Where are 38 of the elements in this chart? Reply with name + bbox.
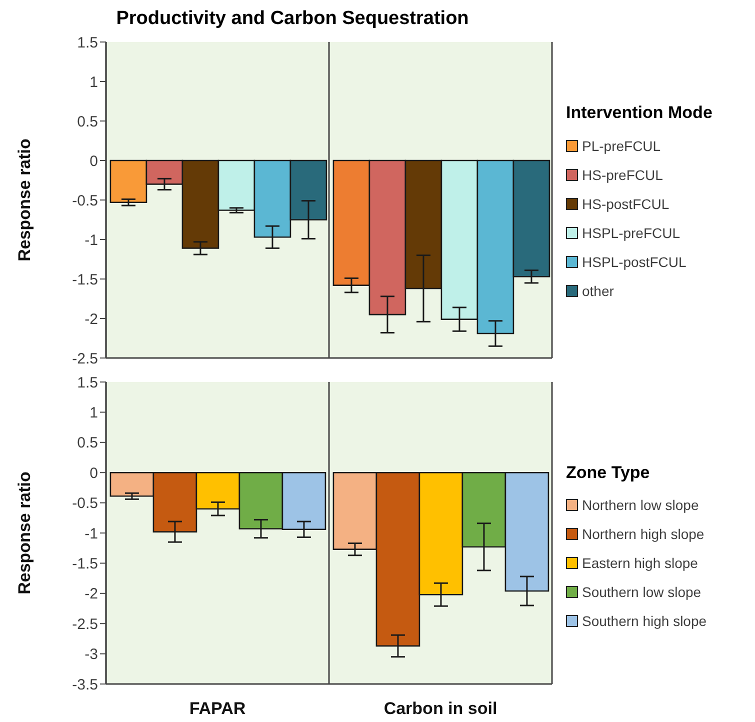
y-tick-label: 1 bbox=[90, 74, 98, 91]
y-tick-label: 0.5 bbox=[77, 434, 98, 452]
chart-title: Productivity and Carbon Sequestration bbox=[115, 8, 470, 31]
y-tick-label: -1.5 bbox=[72, 271, 98, 288]
legend-label: HSPL-preFCUL bbox=[582, 224, 680, 240]
legend-label: Eastern high slope bbox=[582, 555, 698, 571]
legend-title: Intervention Mode bbox=[566, 103, 714, 123]
y-tick-label: -2.5 bbox=[72, 616, 98, 633]
legend-label: Northern high slope bbox=[582, 526, 704, 542]
legend-label: Southern low slope bbox=[582, 584, 702, 600]
y-tick-label: 0.5 bbox=[77, 113, 98, 130]
y-tick-label: 0 bbox=[90, 464, 98, 482]
y-tick-label: -2 bbox=[84, 310, 98, 328]
y-tick-label: 0 bbox=[90, 152, 98, 170]
legend-label: HSPL-postFCUL bbox=[582, 254, 686, 270]
y-tick-label: -3 bbox=[84, 646, 98, 664]
y-tick-label: -3.5 bbox=[72, 676, 98, 694]
y-axis-title: Response ratio bbox=[15, 472, 34, 594]
legend-title: Zone Type bbox=[566, 462, 651, 482]
legend-label: PL-preFCUL bbox=[582, 138, 661, 154]
y-tick-label: -0.5 bbox=[72, 495, 98, 512]
y-tick-label: -1.5 bbox=[72, 556, 98, 573]
y-tick-label: -1 bbox=[84, 525, 98, 542]
y-tick-label: -2.5 bbox=[72, 350, 98, 368]
legend-label: Northern low slope bbox=[582, 497, 699, 513]
x-tick-label: FAPAR bbox=[189, 699, 246, 718]
y-tick-label: -1 bbox=[84, 232, 98, 249]
x-tick-label: Carbon in soil bbox=[384, 699, 498, 718]
legend-label: HS-postFCUL bbox=[582, 196, 670, 212]
legend-label: Southern high slope bbox=[582, 613, 707, 629]
y-tick-label: -0.5 bbox=[72, 192, 98, 210]
y-tick-label: 1.5 bbox=[77, 34, 98, 52]
legend-label: HS-preFCUL bbox=[582, 166, 663, 182]
y-tick-label: -2 bbox=[84, 586, 98, 603]
y-tick-label: 1.5 bbox=[77, 374, 98, 392]
y-tick-label: 1 bbox=[90, 404, 98, 422]
legend-label: other bbox=[582, 282, 614, 298]
y-axis-title: Response ratio bbox=[15, 138, 34, 262]
